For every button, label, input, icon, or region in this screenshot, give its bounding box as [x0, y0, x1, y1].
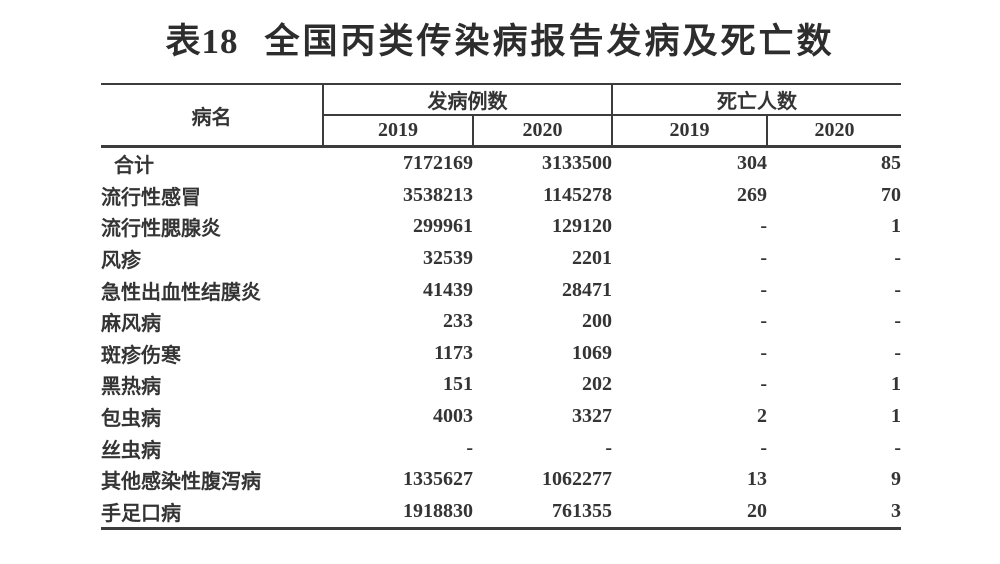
deaths-2019-cell: - [760, 436, 767, 459]
disease-name-cell: 黑热病 [101, 376, 161, 399]
deaths-2020-cell: 1 [891, 405, 901, 428]
table-row: 麻风病 233 200 - - [101, 306, 901, 338]
column-group-deaths: 死亡人数 [611, 83, 901, 116]
disease-name-cell: 其他感染性腹泻病 [101, 471, 261, 494]
table-row: 包虫病 4003 3327 2 1 [101, 401, 901, 433]
deaths-2020-cell: 1 [891, 215, 901, 238]
cases-2020-cell: 28471 [562, 278, 612, 301]
table-row: 流行性腮腺炎 299961 129120 - 1 [101, 211, 901, 243]
cases-2019-cell: 233 [443, 310, 473, 333]
column-header-disease: 病名 [101, 83, 324, 148]
column-header-deaths-2020: 2020 [766, 115, 901, 148]
disease-name-cell: 麻风病 [101, 313, 161, 336]
table-row: 流行性感冒 3538213 1145278 269 70 [101, 180, 901, 212]
table-row: 丝虫病 - - - - [101, 432, 901, 464]
disease-name-cell: 流行性感冒 [101, 186, 201, 209]
deaths-2020-cell: - [894, 310, 901, 333]
deaths-2019-cell: 13 [747, 468, 767, 491]
page-title: 表18 全国丙类传染病报告发病及死亡数 [0, 0, 1000, 68]
cases-2020-cell: 200 [582, 310, 612, 333]
deaths-2020-cell: 85 [881, 152, 901, 175]
column-header-cases-2019: 2019 [323, 115, 473, 148]
disease-name-cell: 合计 [114, 155, 154, 178]
table-row: 黑热病 151 202 - 1 [101, 369, 901, 401]
disease-name-cell: 手足口病 [101, 495, 323, 531]
cases-2020-cell: 129120 [552, 215, 612, 238]
table-row: 其他感染性腹泻病 1335627 1062277 13 9 [101, 464, 901, 496]
column-header-deaths-2019: 2019 [611, 115, 767, 148]
cases-2019-cell: 32539 [423, 247, 473, 270]
cases-2019-cell: 1335627 [403, 468, 473, 491]
table-row: 急性出血性结膜炎 41439 28471 - - [101, 274, 901, 306]
deaths-2019-cell: 2 [757, 405, 767, 428]
cases-2020-cell: 2201 [572, 247, 612, 270]
column-header-cases-2020: 2020 [472, 115, 612, 148]
deaths-2019-cell: - [760, 341, 767, 364]
cases-2019-cell: - [466, 436, 473, 459]
deaths-2020-cell: - [894, 341, 901, 364]
cases-2020-cell: 761355 [473, 495, 612, 531]
cases-2020-cell: 202 [582, 373, 612, 396]
table-row: 风疹 32539 2201 - - [101, 243, 901, 275]
cases-2020-cell: 3327 [572, 405, 612, 428]
deaths-2019-cell: - [760, 373, 767, 396]
disease-name-cell: 流行性腮腺炎 [101, 218, 221, 241]
deaths-2019-cell: 20 [612, 495, 767, 531]
cases-2020-cell: 1069 [572, 341, 612, 364]
deaths-2020-cell: 70 [881, 183, 901, 206]
disease-name-cell: 斑疹伤寒 [101, 344, 181, 367]
disease-name-cell: 风疹 [101, 250, 141, 273]
table-title-text: 全国丙类传染病报告发病及死亡数 [264, 22, 835, 61]
table-row: 合计 7172169 3133500 304 85 [101, 147, 901, 180]
table-number-label: 表18 [165, 22, 239, 61]
cases-2020-cell: 3133500 [542, 152, 612, 175]
deaths-2020-cell: - [894, 278, 901, 301]
cases-2019-cell: 41439 [423, 278, 473, 301]
table-row: 手足口病 1918830 761355 20 3 [101, 495, 901, 531]
deaths-2020-cell: 3 [767, 495, 901, 531]
disease-name-cell: 急性出血性结膜炎 [101, 281, 261, 304]
cases-2020-cell: 1145278 [543, 183, 612, 206]
cases-2019-cell: 4003 [433, 405, 473, 428]
deaths-2019-cell: 269 [737, 183, 767, 206]
cases-2020-cell: - [605, 436, 612, 459]
header-year-row: 2019 2020 2019 2020 [101, 115, 901, 148]
deaths-2020-cell: 1 [891, 373, 901, 396]
statistics-table: 病名 发病例数 死亡人数 2019 2020 2019 2020 合计 7172… [101, 83, 901, 531]
deaths-2019-cell: - [760, 215, 767, 238]
deaths-2019-cell: - [760, 310, 767, 333]
cases-2019-cell: 1918830 [323, 495, 473, 531]
deaths-2019-cell: - [760, 278, 767, 301]
column-group-incidence: 发病例数 [323, 83, 612, 116]
deaths-2020-cell: 9 [891, 468, 901, 491]
deaths-2019-cell: 304 [737, 152, 767, 175]
disease-name-cell: 丝虫病 [101, 439, 161, 462]
deaths-2019-cell: - [760, 247, 767, 270]
cases-2019-cell: 7172169 [403, 152, 473, 175]
header-group-row: 病名 发病例数 死亡人数 [101, 83, 901, 148]
cases-2020-cell: 1062277 [542, 468, 612, 491]
disease-name-cell: 包虫病 [101, 408, 161, 431]
cases-2019-cell: 1173 [434, 341, 473, 364]
cases-2019-cell: 299961 [413, 215, 473, 238]
deaths-2020-cell: - [894, 247, 901, 270]
cases-2019-cell: 151 [443, 373, 473, 396]
cases-2019-cell: 3538213 [403, 183, 473, 206]
deaths-2020-cell: - [894, 436, 901, 459]
table-row: 斑疹伤寒 1173 1069 - - [101, 338, 901, 370]
